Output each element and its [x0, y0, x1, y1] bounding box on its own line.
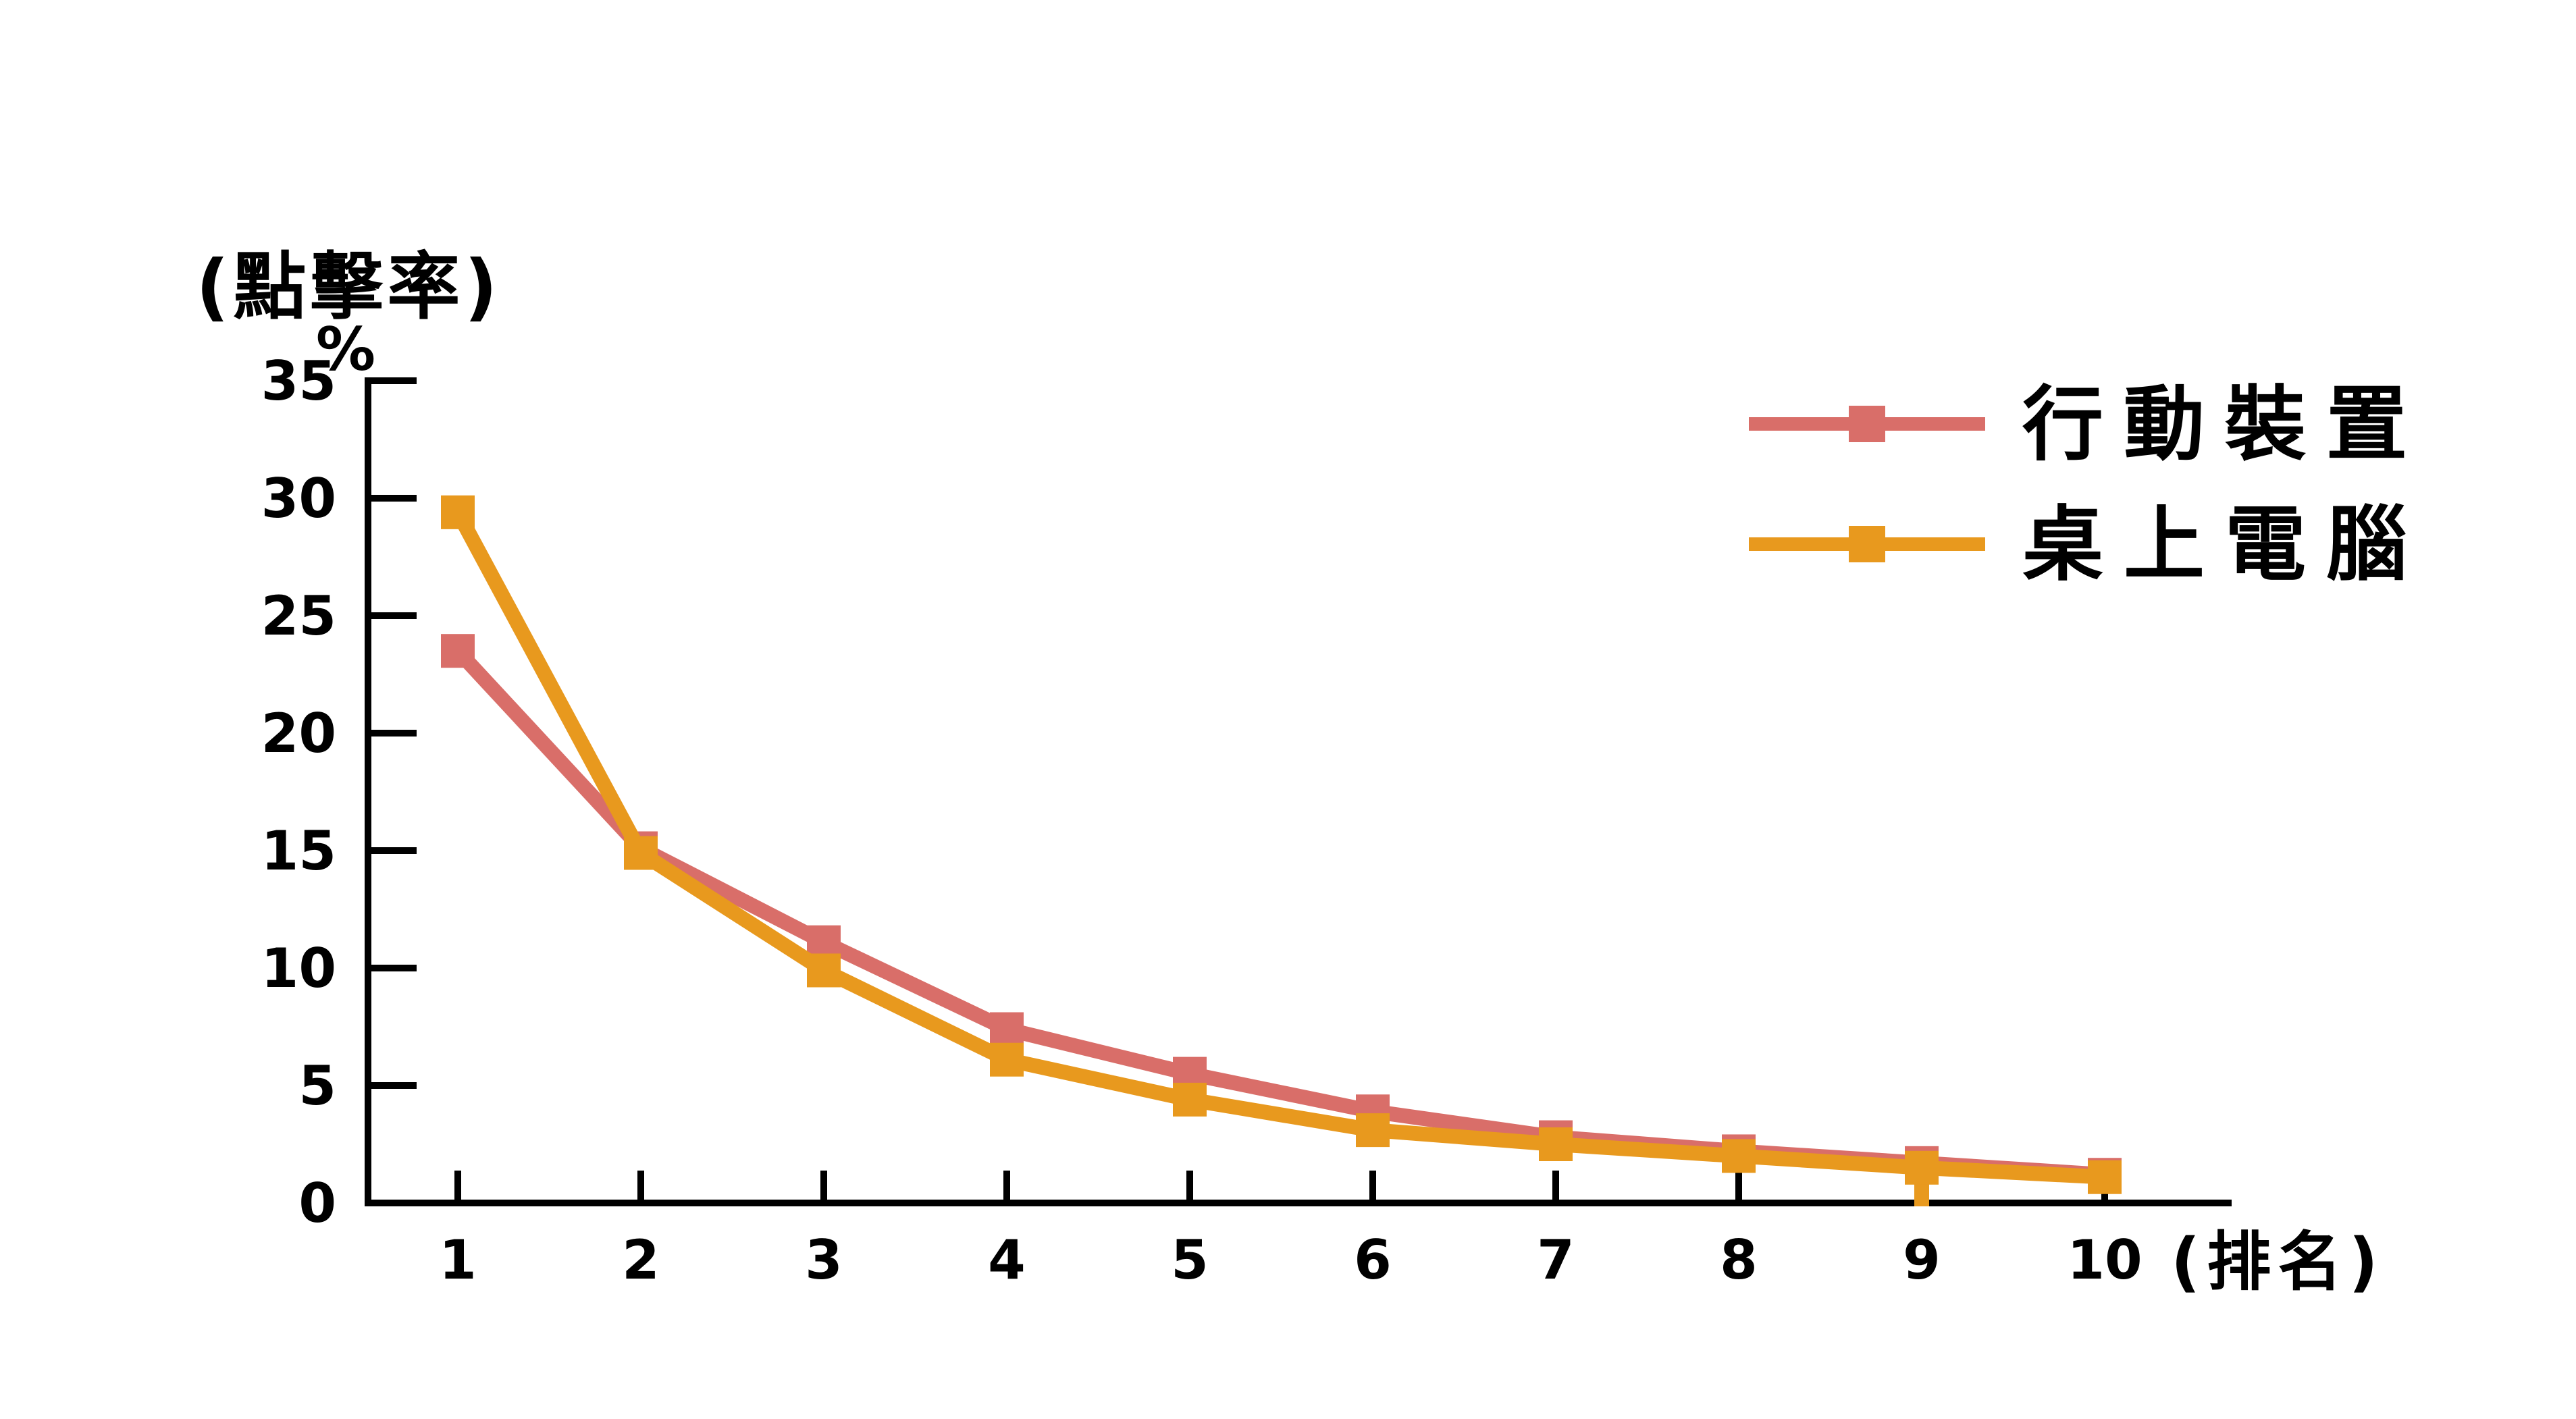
y-axis-unit: %: [316, 315, 375, 384]
series-line-1: [451, 508, 2105, 1185]
x-tick-label: 9: [1903, 1229, 1941, 1291]
y-tick-label: 35: [261, 350, 336, 412]
series-1-marker-rank-3: [807, 953, 841, 988]
y-tick-label: 25: [261, 585, 336, 647]
series-0-marker-rank-4: [990, 1012, 1024, 1046]
x-tick-label: 5: [1171, 1229, 1209, 1291]
series-1-marker-rank-2: [624, 836, 658, 870]
y-tick-label: 15: [261, 820, 336, 882]
y-tick-label: 0: [298, 1172, 336, 1235]
x-tick-label: 10: [2067, 1229, 2142, 1291]
series-0-marker-rank-3: [807, 925, 841, 959]
legend-label-1: 桌上電腦: [2022, 498, 2427, 592]
y-axis-title: (點擊率): [196, 245, 502, 329]
x-tick-label: 6: [1354, 1229, 1392, 1291]
y-tick-label: 10: [261, 937, 336, 1000]
x-tick-label: 8: [1720, 1229, 1758, 1291]
series-1-marker-rank-9: [1905, 1150, 1939, 1185]
x-tick-label: 2: [622, 1229, 660, 1291]
series-0-marker-rank-1: [441, 634, 475, 668]
y-tick-label: 5: [298, 1054, 336, 1117]
series-1-marker-rank-6: [1356, 1113, 1390, 1148]
x-tick-label: 1: [439, 1229, 477, 1291]
series-1-marker-rank-7: [1539, 1127, 1573, 1161]
y-tick-label: 20: [261, 702, 336, 765]
x-tick-label: 4: [988, 1229, 1026, 1291]
x-tick-label: 7: [1537, 1229, 1575, 1291]
x-axis-title: (排名): [2171, 1225, 2385, 1300]
series-1-marker-rank-8: [1722, 1139, 1756, 1173]
y-tick-label: 30: [261, 467, 336, 530]
x-tick-label: 3: [805, 1229, 843, 1291]
series-line-0: [452, 645, 2105, 1183]
series-1-marker-rank-4: [990, 1042, 1024, 1077]
series-1-marker-rank-1: [441, 495, 475, 529]
series-1-marker-rank-5: [1173, 1082, 1207, 1117]
legend-marker-1: [1849, 526, 1885, 562]
legend-marker-0: [1849, 406, 1885, 442]
legend-label-0: 行動裝置: [2022, 378, 2427, 472]
series-1-marker-rank-10: [2088, 1160, 2122, 1194]
